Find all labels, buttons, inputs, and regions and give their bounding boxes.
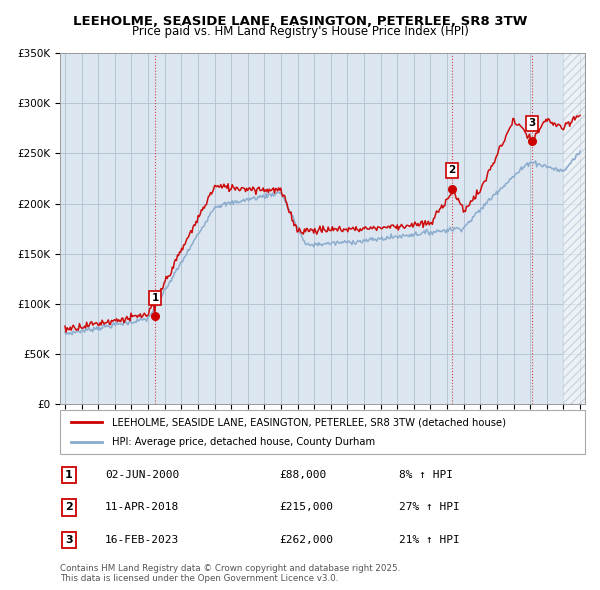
Text: 21% ↑ HPI: 21% ↑ HPI: [399, 535, 460, 545]
Text: LEEHOLME, SEASIDE LANE, EASINGTON, PETERLEE, SR8 3TW (detached house): LEEHOLME, SEASIDE LANE, EASINGTON, PETER…: [113, 418, 506, 427]
Text: 27% ↑ HPI: 27% ↑ HPI: [399, 503, 460, 512]
Text: Price paid vs. HM Land Registry's House Price Index (HPI): Price paid vs. HM Land Registry's House …: [131, 25, 469, 38]
Text: 3: 3: [529, 119, 536, 128]
Text: 1: 1: [151, 293, 158, 303]
Text: 02-JUN-2000: 02-JUN-2000: [105, 470, 179, 480]
Text: LEEHOLME, SEASIDE LANE, EASINGTON, PETERLEE, SR8 3TW: LEEHOLME, SEASIDE LANE, EASINGTON, PETER…: [73, 15, 527, 28]
Text: 1: 1: [65, 470, 73, 480]
Text: 8% ↑ HPI: 8% ↑ HPI: [399, 470, 453, 480]
Text: £262,000: £262,000: [279, 535, 333, 545]
Text: Contains HM Land Registry data © Crown copyright and database right 2025.
This d: Contains HM Land Registry data © Crown c…: [60, 563, 400, 583]
Text: HPI: Average price, detached house, County Durham: HPI: Average price, detached house, Coun…: [113, 437, 376, 447]
Text: 3: 3: [65, 535, 73, 545]
FancyBboxPatch shape: [60, 410, 585, 454]
Text: 2: 2: [448, 165, 455, 175]
Text: £215,000: £215,000: [279, 503, 333, 512]
Text: 16-FEB-2023: 16-FEB-2023: [105, 535, 179, 545]
Text: 11-APR-2018: 11-APR-2018: [105, 503, 179, 512]
Text: 2: 2: [65, 503, 73, 512]
Text: £88,000: £88,000: [279, 470, 326, 480]
